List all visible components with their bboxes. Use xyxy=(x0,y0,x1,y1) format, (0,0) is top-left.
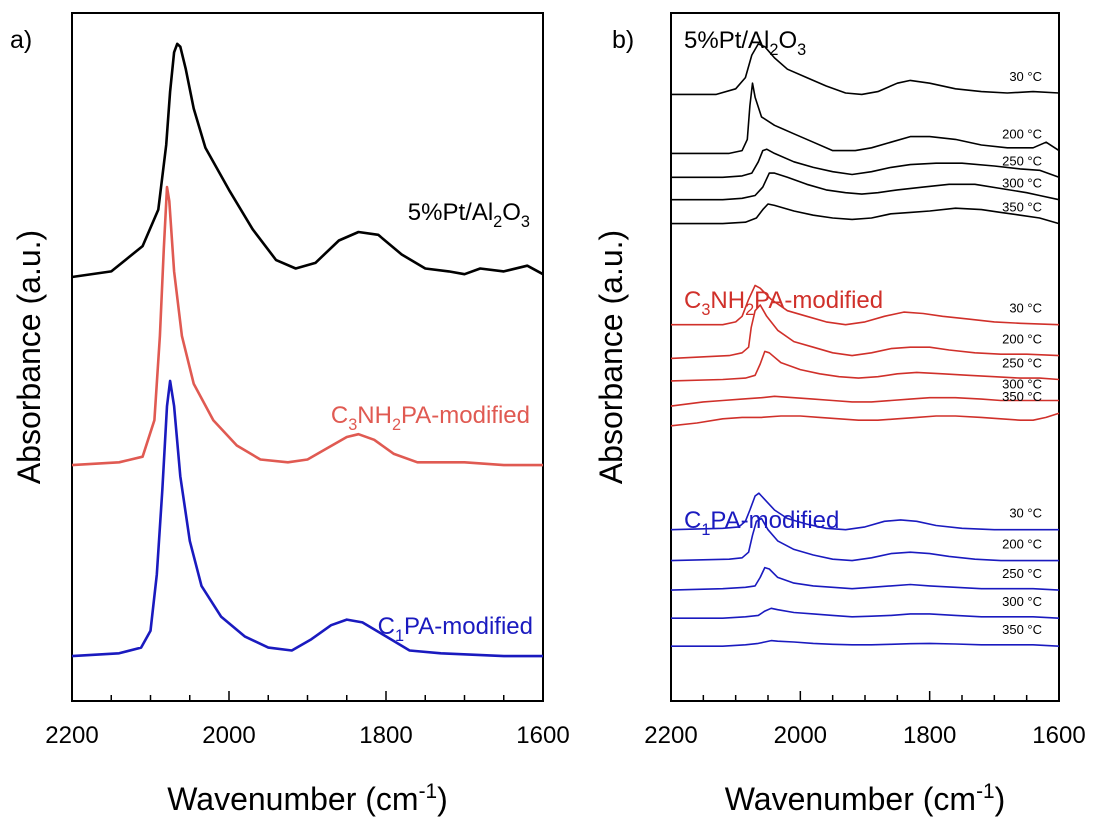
temp-line-1-4 xyxy=(670,412,1060,427)
group-label-part: PA-modified xyxy=(754,287,883,314)
x-tick-label: 1600 xyxy=(1032,722,1085,749)
group-label-part: 2 xyxy=(769,41,778,59)
series-label-part: O xyxy=(502,199,521,226)
temperature-label: 250 °C xyxy=(1002,355,1042,370)
temperature-label: 300 °C xyxy=(1002,594,1042,609)
temp-line-0-4 xyxy=(671,203,1060,225)
group-label: C1PA-modified xyxy=(684,507,839,539)
panel-a: a)Absorbance (a.u.)Wavenumber (cm-1)2200… xyxy=(10,12,570,817)
x-tick-label: 2200 xyxy=(644,722,697,749)
temp-line-1-1 xyxy=(670,304,1060,360)
temperature-label: 200 °C xyxy=(1002,537,1042,552)
temp-line-1-2 xyxy=(670,350,1060,382)
temperature-label: 250 °C xyxy=(1002,153,1042,168)
temperature-label: 200 °C xyxy=(1002,332,1042,347)
series-label-part: NH xyxy=(357,402,392,429)
temperature-label: 350 °C xyxy=(1002,622,1042,637)
series-label: 5%Pt/Al2O3 xyxy=(408,199,530,231)
series-label-part: C xyxy=(378,613,395,640)
series-line-0 xyxy=(71,42,544,279)
group-label-part: 3 xyxy=(797,41,806,59)
temp-line-2-1 xyxy=(670,517,1059,562)
group-label-part: 2 xyxy=(745,301,754,319)
group-label-part: 3 xyxy=(701,301,710,319)
temp-line-1-0 xyxy=(671,284,1060,326)
x-tick-label: 2200 xyxy=(45,722,98,749)
panel-letter: b) xyxy=(612,26,634,54)
temperature-label: 30 °C xyxy=(1009,301,1042,316)
temperature-label: 350 °C xyxy=(1002,200,1042,215)
series-line-2 xyxy=(71,379,543,658)
series-label-part: 2 xyxy=(392,416,401,434)
series-label-part: PA-modified xyxy=(401,402,530,429)
series-label-part: 2 xyxy=(493,213,502,231)
temp-line-2-3 xyxy=(671,607,1060,619)
x-tick-label: 2000 xyxy=(202,722,255,749)
y-axis-title: Absorbance (a.u.) xyxy=(593,230,629,484)
temperature-label: 30 °C xyxy=(1009,69,1042,84)
series-label-part: 1 xyxy=(395,627,404,645)
plot-frame xyxy=(71,12,544,702)
series-label-part: 3 xyxy=(348,416,357,434)
series-label-part: C xyxy=(331,402,348,429)
temp-line-0-0 xyxy=(671,43,1060,96)
temperature-label: 30 °C xyxy=(1009,506,1042,521)
temp-line-2-4 xyxy=(671,639,1060,647)
plot-frame xyxy=(670,12,1060,702)
temp-line-0-1 xyxy=(671,82,1060,155)
temp-line-2-0 xyxy=(670,492,1059,531)
group-label-part: 1 xyxy=(701,521,710,539)
panel-letter: a) xyxy=(10,26,32,54)
series-label-part: 3 xyxy=(521,213,530,231)
group-label: 5%Pt/Al2O3 xyxy=(684,27,806,59)
series-line-1 xyxy=(71,185,543,467)
x-tick-label: 2000 xyxy=(774,722,827,749)
temp-line-2-2 xyxy=(670,566,1060,591)
group-label-part: C xyxy=(684,287,701,314)
series-label: C1PA-modified xyxy=(378,613,533,645)
x-axis-title: Wavenumber (cm-1) xyxy=(167,780,447,817)
x-axis-title: Wavenumber (cm-1) xyxy=(725,780,1005,817)
x-tick-label: 1800 xyxy=(359,722,412,749)
panel-b: b)Absorbance (a.u.)Wavenumber (cm-1)2200… xyxy=(593,12,1086,817)
x-tick-label: 1800 xyxy=(903,722,956,749)
temperature-label: 200 °C xyxy=(1002,127,1042,142)
temp-line-0-2 xyxy=(671,148,1060,179)
temperature-label: 300 °C xyxy=(1002,176,1042,191)
group-label-part: O xyxy=(778,27,797,54)
group-label-part: 5%Pt/Al xyxy=(684,27,769,54)
y-axis-title: Absorbance (a.u.) xyxy=(11,230,47,484)
temp-line-0-3 xyxy=(671,172,1060,201)
x-tick-label: 1600 xyxy=(516,722,569,749)
series-label: C3NH2PA-modified xyxy=(331,402,530,434)
temperature-label: 250 °C xyxy=(1002,566,1042,581)
temperature-label: 300 °C xyxy=(1002,377,1042,392)
series-label-part: 5%Pt/Al xyxy=(408,199,493,226)
temp-line-1-3 xyxy=(670,395,1059,407)
group-label: C3NH2PA-modified xyxy=(684,287,883,319)
group-label-part: C xyxy=(684,507,701,534)
group-label-part: PA-modified xyxy=(710,507,839,534)
series-label-part: PA-modified xyxy=(404,613,533,640)
temperature-label: 350 °C xyxy=(1002,389,1042,404)
group-label-part: NH xyxy=(710,287,745,314)
